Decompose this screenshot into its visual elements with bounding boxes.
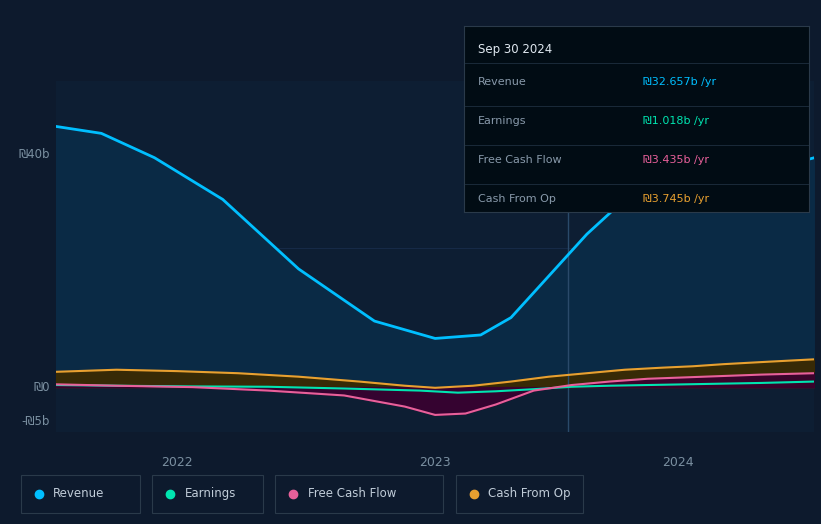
Text: Earnings: Earnings [478, 116, 526, 126]
Text: Free Cash Flow: Free Cash Flow [478, 155, 562, 165]
Text: Past: Past [787, 92, 810, 102]
Text: ₪40b: ₪40b [18, 148, 50, 161]
Text: -₪5b: -₪5b [21, 416, 50, 429]
Text: Revenue: Revenue [53, 487, 105, 500]
Text: Revenue: Revenue [478, 77, 526, 87]
Text: ₪1.018b /yr: ₪1.018b /yr [643, 116, 709, 126]
Text: 2024: 2024 [662, 456, 694, 469]
Text: ₪3.435b /yr: ₪3.435b /yr [643, 155, 709, 165]
Text: ₪3.745b /yr: ₪3.745b /yr [643, 194, 709, 204]
Text: ₪32.657b /yr: ₪32.657b /yr [643, 77, 716, 87]
Text: Earnings: Earnings [185, 487, 236, 500]
Text: 2022: 2022 [162, 456, 193, 469]
Text: Cash From Op: Cash From Op [478, 194, 556, 204]
Text: Free Cash Flow: Free Cash Flow [308, 487, 397, 500]
Text: 2023: 2023 [420, 456, 451, 469]
Text: Cash From Op: Cash From Op [488, 487, 571, 500]
Text: ₪0: ₪0 [34, 380, 50, 394]
Text: Sep 30 2024: Sep 30 2024 [478, 43, 552, 56]
